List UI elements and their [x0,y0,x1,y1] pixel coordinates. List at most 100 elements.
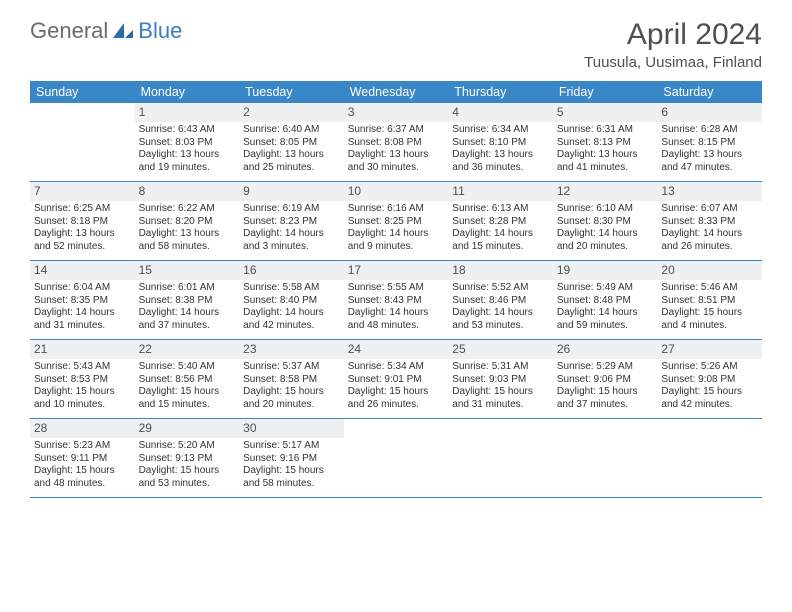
cell-sunrise: Sunrise: 6:13 AM [452,203,549,216]
cell-daylight2: and 9 minutes. [348,241,445,254]
cell-sunset: Sunset: 8:03 PM [139,137,236,150]
calendar-body: 1Sunrise: 6:43 AMSunset: 8:03 PMDaylight… [30,103,762,498]
calendar-cell: 27Sunrise: 5:26 AMSunset: 9:08 PMDayligh… [657,340,762,418]
cell-sunset: Sunset: 8:15 PM [661,137,758,150]
day-number: 24 [344,340,449,359]
day-header: Monday [135,81,240,103]
day-header: Thursday [448,81,553,103]
cell-daylight2: and 20 minutes. [243,399,340,412]
cell-sunrise: Sunrise: 5:46 AM [661,282,758,295]
day-number: 10 [344,182,449,201]
cell-daylight1: Daylight: 14 hours [139,307,236,320]
day-header: Friday [553,81,658,103]
cell-daylight2: and 41 minutes. [557,162,654,175]
calendar-cell [448,419,553,497]
calendar-cell: 2Sunrise: 6:40 AMSunset: 8:05 PMDaylight… [239,103,344,181]
day-number: 21 [30,340,135,359]
cell-sunrise: Sunrise: 5:43 AM [34,361,131,374]
cell-sunrise: Sunrise: 6:37 AM [348,124,445,137]
day-number: 4 [448,103,553,122]
cell-daylight2: and 36 minutes. [452,162,549,175]
cell-sunset: Sunset: 8:56 PM [139,374,236,387]
cell-daylight1: Daylight: 13 hours [557,149,654,162]
cell-daylight1: Daylight: 15 hours [661,307,758,320]
day-number: 12 [553,182,658,201]
calendar-cell: 29Sunrise: 5:20 AMSunset: 9:13 PMDayligh… [135,419,240,497]
calendar-row: 7Sunrise: 6:25 AMSunset: 8:18 PMDaylight… [30,182,762,261]
cell-sunset: Sunset: 8:08 PM [348,137,445,150]
cell-sunset: Sunset: 9:08 PM [661,374,758,387]
calendar-cell: 18Sunrise: 5:52 AMSunset: 8:46 PMDayligh… [448,261,553,339]
cell-sunrise: Sunrise: 5:31 AM [452,361,549,374]
calendar-header-row: Sunday Monday Tuesday Wednesday Thursday… [30,81,762,103]
day-number: 1 [135,103,240,122]
calendar-cell: 12Sunrise: 6:10 AMSunset: 8:30 PMDayligh… [553,182,658,260]
calendar-cell: 9Sunrise: 6:19 AMSunset: 8:23 PMDaylight… [239,182,344,260]
location-text: Tuusula, Uusimaa, Finland [584,54,762,71]
cell-daylight2: and 30 minutes. [348,162,445,175]
cell-daylight1: Daylight: 15 hours [139,386,236,399]
cell-daylight2: and 15 minutes. [139,399,236,412]
cell-daylight2: and 31 minutes. [34,320,131,333]
cell-daylight2: and 58 minutes. [243,478,340,491]
cell-sunrise: Sunrise: 5:49 AM [557,282,654,295]
calendar-cell: 10Sunrise: 6:16 AMSunset: 8:25 PMDayligh… [344,182,449,260]
cell-daylight2: and 19 minutes. [139,162,236,175]
day-number: 25 [448,340,553,359]
calendar-cell: 20Sunrise: 5:46 AMSunset: 8:51 PMDayligh… [657,261,762,339]
calendar-cell: 17Sunrise: 5:55 AMSunset: 8:43 PMDayligh… [344,261,449,339]
day-number: 3 [344,103,449,122]
cell-sunrise: Sunrise: 6:22 AM [139,203,236,216]
day-number: 15 [135,261,240,280]
cell-daylight2: and 48 minutes. [348,320,445,333]
calendar-cell: 6Sunrise: 6:28 AMSunset: 8:15 PMDaylight… [657,103,762,181]
calendar-cell: 5Sunrise: 6:31 AMSunset: 8:13 PMDaylight… [553,103,658,181]
day-header: Wednesday [344,81,449,103]
day-number: 13 [657,182,762,201]
cell-daylight2: and 59 minutes. [557,320,654,333]
calendar-cell: 1Sunrise: 6:43 AMSunset: 8:03 PMDaylight… [135,103,240,181]
cell-daylight2: and 3 minutes. [243,241,340,254]
day-number: 22 [135,340,240,359]
cell-sunset: Sunset: 8:35 PM [34,295,131,308]
day-number: 28 [30,419,135,438]
brand-word1: General [30,18,108,44]
day-number: 8 [135,182,240,201]
day-number: 19 [553,261,658,280]
calendar-cell: 25Sunrise: 5:31 AMSunset: 9:03 PMDayligh… [448,340,553,418]
page-header: General Blue April 2024 Tuusula, Uusimaa… [0,0,792,75]
cell-sunset: Sunset: 9:06 PM [557,374,654,387]
sail-icon [110,20,136,42]
calendar-cell [30,103,135,181]
day-number: 2 [239,103,344,122]
cell-daylight1: Daylight: 13 hours [661,149,758,162]
cell-daylight2: and 26 minutes. [661,241,758,254]
cell-daylight1: Daylight: 13 hours [139,149,236,162]
cell-daylight1: Daylight: 13 hours [452,149,549,162]
cell-sunset: Sunset: 8:51 PM [661,295,758,308]
cell-daylight1: Daylight: 14 hours [34,307,131,320]
cell-sunrise: Sunrise: 6:10 AM [557,203,654,216]
calendar-cell: 23Sunrise: 5:37 AMSunset: 8:58 PMDayligh… [239,340,344,418]
cell-sunrise: Sunrise: 5:23 AM [34,440,131,453]
cell-sunrise: Sunrise: 6:28 AM [661,124,758,137]
brand-word2: Blue [138,18,182,44]
calendar-cell: 4Sunrise: 6:34 AMSunset: 8:10 PMDaylight… [448,103,553,181]
day-number: 18 [448,261,553,280]
cell-sunset: Sunset: 8:43 PM [348,295,445,308]
cell-sunrise: Sunrise: 5:29 AM [557,361,654,374]
cell-daylight1: Daylight: 15 hours [34,386,131,399]
cell-sunset: Sunset: 8:13 PM [557,137,654,150]
cell-daylight2: and 58 minutes. [139,241,236,254]
cell-daylight1: Daylight: 15 hours [452,386,549,399]
cell-sunrise: Sunrise: 5:52 AM [452,282,549,295]
cell-daylight1: Daylight: 15 hours [243,465,340,478]
cell-sunset: Sunset: 8:33 PM [661,216,758,229]
calendar-cell: 26Sunrise: 5:29 AMSunset: 9:06 PMDayligh… [553,340,658,418]
cell-sunrise: Sunrise: 6:07 AM [661,203,758,216]
cell-daylight2: and 52 minutes. [34,241,131,254]
cell-sunset: Sunset: 8:58 PM [243,374,340,387]
cell-daylight1: Daylight: 15 hours [139,465,236,478]
cell-daylight1: Daylight: 13 hours [243,149,340,162]
month-title: April 2024 [584,18,762,52]
